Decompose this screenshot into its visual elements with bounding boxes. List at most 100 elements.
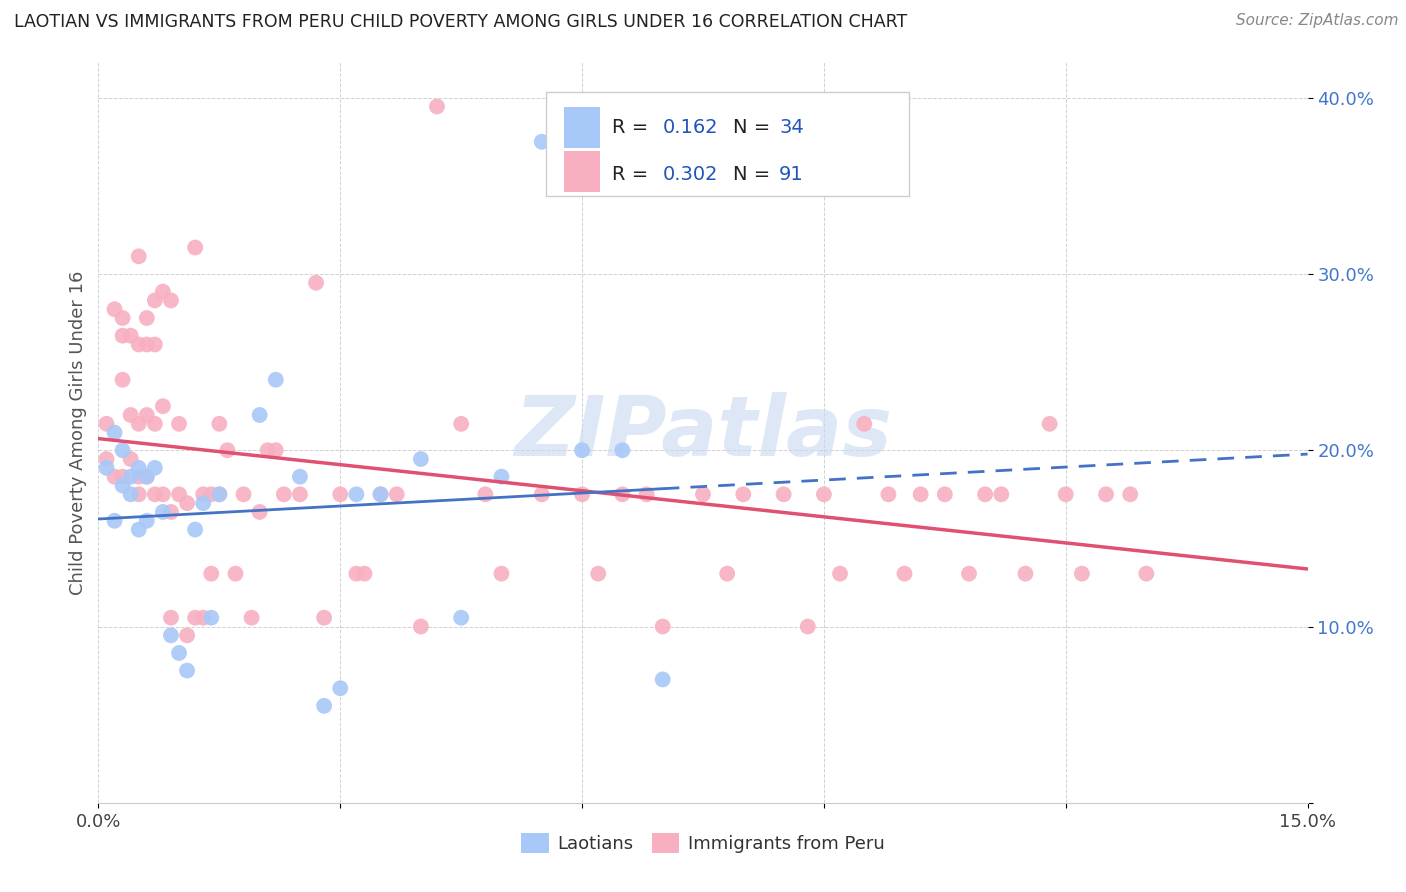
Point (120, 487, 142, 501)
Text: LAOTIAN VS IMMIGRANTS FROM PERU CHILD POVERTY AMONG GIRLS UNDER 16 CORRELATION C: LAOTIAN VS IMMIGRANTS FROM PERU CHILD PO… (14, 13, 907, 31)
Point (426, 99, 449, 113)
Point (530, 487, 553, 501)
Point (877, 487, 900, 501)
Text: 91: 91 (779, 166, 804, 185)
FancyBboxPatch shape (564, 107, 600, 147)
Point (120, 328, 142, 343)
Point (103, 302, 125, 317)
Point (797, 619, 820, 633)
Point (491, 469, 513, 483)
Point (200, 566, 222, 581)
Point (120, 469, 142, 483)
Point (305, 276, 328, 290)
Point (910, 487, 932, 501)
Text: 0.162: 0.162 (664, 118, 718, 137)
Point (1095, 487, 1118, 501)
Point (733, 487, 755, 501)
Point (772, 487, 794, 501)
Point (571, 443, 593, 458)
Point (288, 469, 311, 483)
Point (128, 461, 150, 475)
Point (224, 566, 246, 581)
Point (128, 249, 150, 263)
Point (385, 487, 408, 501)
Point (128, 523, 150, 537)
Point (193, 610, 215, 624)
Point (143, 293, 166, 308)
Point (135, 311, 157, 326)
Point (193, 496, 215, 510)
Point (329, 487, 352, 501)
Point (120, 452, 142, 467)
Point (651, 673, 673, 687)
Point (152, 285, 174, 299)
Point (143, 487, 166, 501)
Point (344, 487, 367, 501)
Point (612, 443, 634, 458)
Text: R =: R = (613, 118, 655, 137)
Point (990, 487, 1012, 501)
Point (111, 478, 134, 492)
Point (167, 487, 190, 501)
Point (329, 681, 352, 696)
Point (314, 698, 336, 713)
Point (1039, 417, 1062, 431)
Point (160, 293, 183, 308)
Point (974, 487, 997, 501)
Point (957, 566, 980, 581)
Point (491, 566, 513, 581)
Point (103, 469, 125, 483)
Point (128, 469, 150, 483)
Point (184, 240, 207, 255)
Point (184, 610, 207, 624)
Point (193, 487, 215, 501)
Point (264, 373, 287, 387)
Point (450, 610, 472, 624)
Point (692, 487, 714, 501)
Point (128, 417, 150, 431)
Point (256, 443, 278, 458)
Point (370, 487, 392, 501)
Point (143, 337, 166, 351)
Point (160, 610, 183, 624)
Point (571, 487, 593, 501)
Point (184, 523, 207, 537)
Point (934, 487, 956, 501)
Point (612, 487, 634, 501)
Point (450, 417, 472, 431)
Point (893, 566, 915, 581)
Point (176, 628, 198, 642)
Point (152, 399, 174, 413)
Point (176, 664, 198, 678)
Point (208, 487, 231, 501)
Point (96, 461, 118, 475)
Point (273, 487, 295, 501)
Point (111, 373, 134, 387)
Point (249, 408, 271, 422)
Y-axis label: Child Poverty Among Girls Under 16: Child Poverty Among Girls Under 16 (69, 270, 87, 595)
Point (474, 487, 496, 501)
Legend: Laotians, Immigrants from Peru: Laotians, Immigrants from Peru (515, 826, 891, 861)
Point (111, 311, 134, 326)
Text: 34: 34 (779, 118, 804, 137)
Point (96, 417, 118, 431)
Point (128, 337, 150, 351)
Text: R =: R = (613, 166, 655, 185)
Point (160, 505, 183, 519)
Point (249, 505, 271, 519)
FancyBboxPatch shape (546, 92, 908, 195)
Point (135, 408, 157, 422)
Point (1135, 566, 1157, 581)
Point (288, 487, 311, 501)
Point (176, 496, 198, 510)
Point (813, 487, 835, 501)
Point (128, 487, 150, 501)
Point (200, 487, 222, 501)
Text: N =: N = (734, 118, 776, 137)
Point (314, 610, 336, 624)
Point (135, 469, 157, 483)
Point (135, 469, 157, 483)
Point (111, 328, 134, 343)
Point (160, 628, 183, 642)
Point (103, 425, 125, 440)
